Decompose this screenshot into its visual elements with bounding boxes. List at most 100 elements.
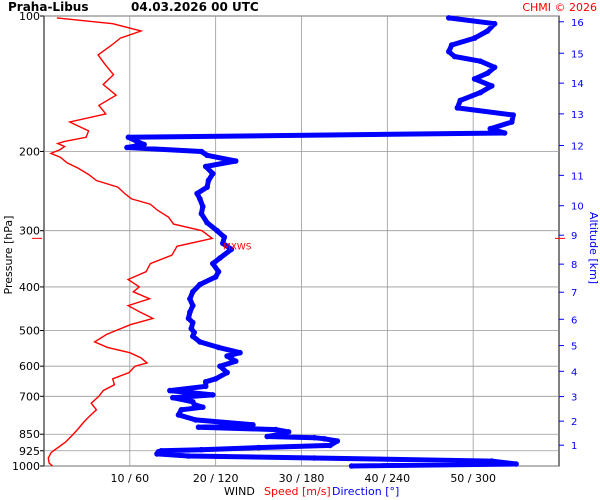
altitude-tick-label: 4 <box>571 367 577 378</box>
direction-point <box>214 227 220 234</box>
direction-point <box>471 76 478 82</box>
direction-point <box>202 383 209 390</box>
altitude-tick-label: 2 <box>571 417 577 428</box>
direction-point <box>134 138 140 145</box>
direction-point <box>484 28 491 34</box>
direction-point <box>457 97 464 104</box>
altitude-tick-label: 12 <box>571 142 584 153</box>
grid-lines <box>44 15 559 467</box>
altitude-tick-label: 10 <box>571 202 584 213</box>
direction-point <box>212 274 219 280</box>
direction-point <box>217 255 223 261</box>
direction-point <box>200 404 206 411</box>
direction-axis-label: Direction [°] <box>332 485 399 498</box>
direction-point <box>448 42 455 48</box>
pressure-tick-label: 850 <box>19 428 40 441</box>
direction-point <box>187 309 193 315</box>
altitude-tick-label: 15 <box>571 49 584 60</box>
direction-point <box>285 429 292 435</box>
direction-point <box>185 315 192 322</box>
direction-point <box>471 35 478 41</box>
direction-point <box>167 387 173 394</box>
direction-point <box>327 442 333 449</box>
direction-point <box>501 130 508 136</box>
direction-point <box>195 424 202 431</box>
direction-point <box>217 363 223 370</box>
altitude-tick-label: 3 <box>571 393 577 404</box>
direction-point <box>188 325 195 332</box>
x-tick-label: 40 / 240 <box>364 472 410 485</box>
direction-point <box>451 53 458 60</box>
direction-point <box>190 319 196 326</box>
direction-point <box>185 453 192 459</box>
direction-point <box>141 141 147 148</box>
direction-point <box>489 458 495 464</box>
direction-point <box>197 339 203 345</box>
direction-point <box>204 152 210 159</box>
direction-point <box>124 144 130 151</box>
altitude-tick-label: 8 <box>571 260 577 271</box>
direction-point <box>178 407 185 413</box>
direction-point <box>190 302 196 309</box>
direction-point <box>200 203 206 210</box>
direction-point <box>454 105 461 111</box>
pressure-tick-label: 200 <box>19 145 40 158</box>
direction-point <box>446 15 452 21</box>
direction-point <box>446 48 452 55</box>
direction-point <box>215 344 222 351</box>
direction-point <box>509 119 515 125</box>
x-tick-label: 20 / 120 <box>193 472 239 485</box>
pressure-tick-label: 400 <box>19 281 40 294</box>
direction-point <box>477 89 484 96</box>
pressure-tick-label: 1000 <box>12 460 40 473</box>
direction-point <box>321 436 328 442</box>
direction-point <box>250 422 256 428</box>
direction-point <box>190 289 196 295</box>
pressure-tick-label: 300 <box>19 225 40 238</box>
wind-label: WIND <box>224 485 255 498</box>
station-title: Praha-Libus <box>8 0 88 14</box>
direction-point <box>204 219 210 226</box>
direction-point <box>215 268 222 275</box>
series-layer <box>47 15 519 469</box>
pressure-axis-title: Pressure [hPa] <box>2 216 15 295</box>
direction-point <box>197 196 203 202</box>
direction-point <box>232 158 239 164</box>
direction-point <box>197 281 203 288</box>
direction-point <box>192 417 199 423</box>
direction-point <box>202 379 209 385</box>
altitude-tick-label: 5 <box>571 342 577 353</box>
direction-point <box>487 125 494 132</box>
direction-point <box>255 444 262 451</box>
direction-point <box>510 112 516 118</box>
pressure-tick-label: 100 <box>19 10 40 23</box>
altitude-tick-label: 16 <box>571 18 584 29</box>
direction-point <box>198 148 205 155</box>
pressure-tick-label: 700 <box>19 390 40 403</box>
x-tick-label: 30 / 180 <box>279 472 325 485</box>
direction-point <box>175 412 182 418</box>
altitude-tick-label: 14 <box>571 79 584 90</box>
sounding-datetime: 04.03.2026 00 UTC <box>131 0 259 14</box>
altitude-tick-label: 11 <box>571 171 584 182</box>
direction-point <box>311 434 318 441</box>
direction-point <box>210 392 216 398</box>
pressure-tick-label: 500 <box>19 325 40 338</box>
direction-point <box>348 463 355 469</box>
direction-point <box>125 134 132 141</box>
direction-point <box>491 20 498 27</box>
direction-point <box>202 163 209 170</box>
altitude-tick-label: 13 <box>571 110 584 121</box>
direction-point <box>212 376 219 382</box>
direction-point <box>278 431 285 438</box>
direction-point <box>187 296 193 302</box>
direction-point <box>194 190 200 197</box>
direction-point <box>489 83 495 89</box>
altitude-tick-label: 7 <box>571 288 577 299</box>
direction-point <box>513 461 519 467</box>
direction-point <box>220 240 226 247</box>
direction-point <box>228 246 235 253</box>
direction-point <box>484 70 491 76</box>
x-tick-label: 50 / 300 <box>450 472 496 485</box>
direction-point <box>204 184 210 190</box>
